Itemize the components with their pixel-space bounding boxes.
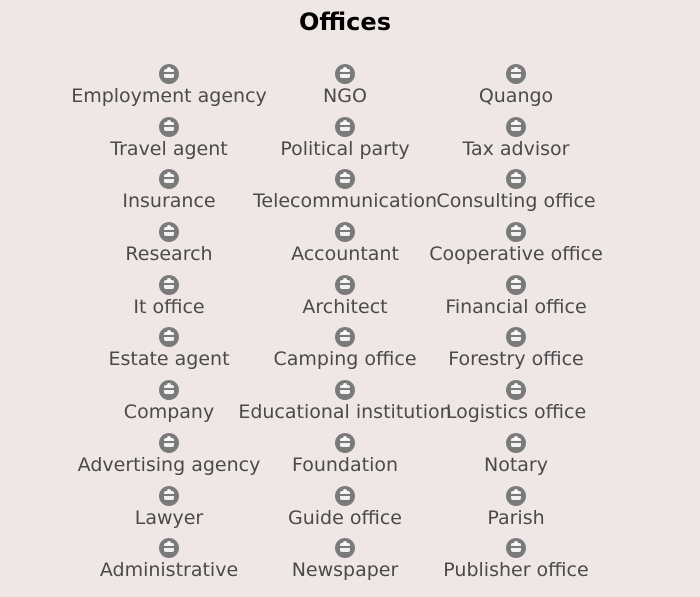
telecommunication-icon	[335, 169, 355, 190]
travel-agent-icon	[159, 116, 179, 137]
office-item[interactable]: Company	[70, 378, 268, 431]
tax-advisor-icon	[506, 116, 526, 137]
office-item-label: Company	[123, 401, 215, 424]
camping-office-icon	[335, 327, 355, 348]
educational-institution-icon	[335, 380, 355, 401]
office-item[interactable]: Notary	[422, 431, 610, 484]
office-item-label: Accountant	[291, 243, 399, 266]
office-item[interactable]: NGO	[268, 62, 422, 115]
office-item-label: Tax advisor	[462, 137, 570, 160]
forestry-office-icon	[506, 327, 526, 348]
office-item-label: Quango	[478, 85, 554, 107]
administrative-icon	[159, 538, 179, 559]
office-item-label: Employment agency	[71, 85, 267, 107]
office-item-label: Political party	[280, 137, 410, 160]
office-item[interactable]: It office	[70, 273, 268, 326]
office-item[interactable]: Accountant	[268, 220, 422, 273]
office-item-label: Educational institution	[238, 401, 452, 424]
office-item[interactable]: Architect	[268, 273, 422, 326]
office-item[interactable]: Tax advisor	[422, 115, 610, 168]
office-item-label: It office	[133, 295, 205, 318]
parish-icon	[506, 485, 526, 506]
offices-grid: Employment agency NGO Quango Travel agent Po…	[70, 62, 610, 589]
employment-agency-icon	[159, 64, 179, 84]
office-item-label: Telecommunication	[253, 190, 437, 213]
notary-icon	[506, 432, 526, 453]
logistics-office-icon	[506, 380, 526, 401]
office-item-label: NGO	[323, 85, 367, 107]
it-office-icon	[159, 274, 179, 295]
office-item-label: Consulting office	[436, 190, 596, 213]
office-item-label: Advertising agency	[77, 453, 261, 476]
cooperative-office-icon	[506, 222, 526, 243]
office-item[interactable]: Consulting office	[422, 167, 610, 220]
estate-agent-icon	[159, 327, 179, 348]
office-item[interactable]: Telecommunication	[253, 167, 437, 220]
newspaper-icon	[335, 538, 355, 559]
consulting-office-icon	[506, 169, 526, 190]
office-item-label: Newspaper	[291, 559, 399, 582]
political-party-icon	[335, 116, 355, 137]
office-item-label: Notary	[484, 453, 548, 476]
office-item-label: Logistics office	[445, 401, 587, 424]
accountant-icon	[335, 222, 355, 243]
office-item[interactable]: Camping office	[268, 325, 422, 378]
office-item-label: Financial office	[445, 295, 587, 318]
office-item[interactable]: Parish	[422, 484, 610, 537]
office-item[interactable]: Political party	[268, 115, 422, 168]
office-item[interactable]: Logistics office	[422, 378, 610, 431]
office-item[interactable]: Newspaper	[268, 536, 422, 589]
office-item[interactable]: Guide office	[268, 484, 422, 537]
research-icon	[159, 222, 179, 243]
office-item[interactable]: Quango	[422, 62, 610, 115]
publisher-office-icon	[506, 538, 526, 559]
office-item-label: Estate agent	[108, 348, 230, 371]
financial-office-icon	[506, 274, 526, 295]
office-item[interactable]: Lawyer	[70, 484, 268, 537]
office-item-label: Foundation	[291, 453, 399, 476]
office-item[interactable]: Forestry office	[422, 325, 610, 378]
office-item[interactable]: Employment agency	[70, 62, 268, 115]
office-item-label: Camping office	[273, 348, 417, 371]
office-item[interactable]: Foundation	[268, 431, 422, 484]
ngo-icon	[335, 64, 355, 84]
foundation-icon	[335, 432, 355, 453]
office-item-label: Forestry office	[448, 348, 584, 371]
office-item[interactable]: Research	[70, 220, 268, 273]
office-item[interactable]: Educational institution	[238, 378, 452, 431]
office-item[interactable]: Financial office	[422, 273, 610, 326]
office-item[interactable]: Insurance	[70, 167, 268, 220]
office-item-label: Insurance	[122, 190, 216, 213]
office-item-label: Cooperative office	[429, 243, 603, 266]
office-item-label: Research	[125, 243, 213, 266]
office-item[interactable]: Advertising agency	[70, 431, 268, 484]
office-item-label: Guide office	[288, 506, 402, 529]
office-item[interactable]: Administrative	[70, 536, 268, 589]
office-item-label: Parish	[487, 506, 545, 529]
lawyer-icon	[159, 485, 179, 506]
quango-icon	[506, 64, 526, 84]
page-title: Offices	[299, 8, 391, 36]
office-item[interactable]: Cooperative office	[422, 220, 610, 273]
office-item-label: Architect	[302, 295, 388, 318]
office-item[interactable]: Travel agent	[70, 115, 268, 168]
company-icon	[159, 380, 179, 401]
guide-office-icon	[335, 485, 355, 506]
office-item-label: Administrative	[99, 559, 239, 582]
office-item-label: Travel agent	[110, 137, 228, 160]
office-item-label: Lawyer	[134, 506, 204, 529]
architect-icon	[335, 274, 355, 295]
office-item[interactable]: Publisher office	[422, 536, 610, 589]
advertising-agency-icon	[159, 432, 179, 453]
office-item[interactable]: Estate agent	[70, 325, 268, 378]
insurance-icon	[159, 169, 179, 190]
office-item-label: Publisher office	[443, 559, 589, 582]
